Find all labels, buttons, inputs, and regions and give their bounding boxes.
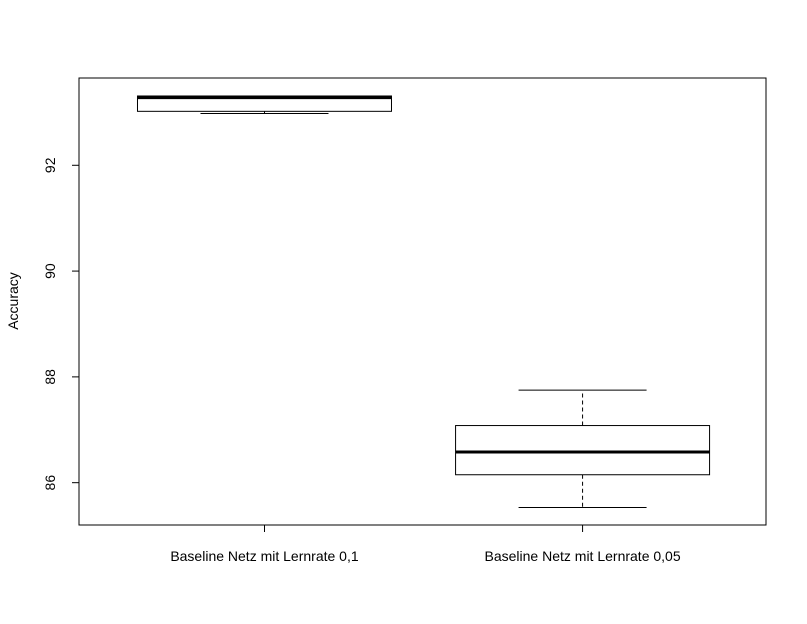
boxes [136, 95, 711, 509]
y-tick-label: 90 [42, 263, 58, 279]
y-tick-label: 88 [42, 369, 58, 385]
box-group [455, 389, 711, 509]
y-tick-label: 92 [42, 157, 58, 173]
x-axis: Baseline Netz mit Lernrate 0,1 Baseline N… [170, 524, 681, 564]
box-group [136, 95, 392, 114]
y-axis: 86 88 90 92 [42, 157, 80, 491]
box [455, 425, 711, 476]
x-tick-label: Baseline Netz mit Lernrate 0,05 [485, 548, 681, 564]
y-tick-label: 86 [42, 475, 58, 491]
x-tick-label: Baseline Netz mit Lernrate 0,1 [170, 548, 359, 564]
y-axis-title: Accuracy [5, 272, 21, 330]
box [136, 95, 392, 112]
